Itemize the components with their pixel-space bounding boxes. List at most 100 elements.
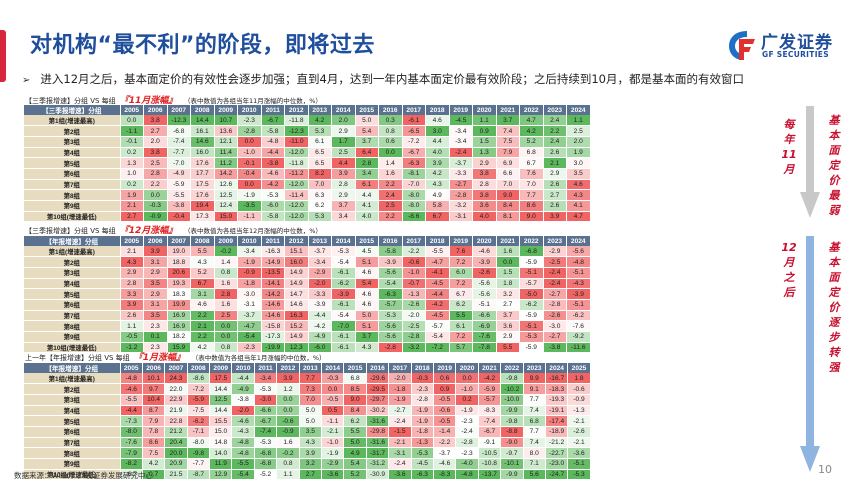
heat-cell: 4.9: [425, 189, 450, 201]
heat-cell: 0.0: [143, 189, 168, 201]
heat-cell: -6.5: [402, 125, 426, 137]
row-label: 第1组(增速最高): [24, 246, 121, 258]
table-header-row: 【三季报增速】分组 2005 2006 2007 2008 2009 2010 2011 201…: [24, 105, 591, 115]
heat-cell: 2.3: [143, 320, 168, 332]
column-header-year: 2024: [566, 236, 591, 246]
heat-cell: 14.9: [284, 331, 309, 343]
heat-cell: -5.8: [378, 246, 403, 258]
column-header-year: 2024: [545, 363, 569, 373]
heat-cell: -3.4: [308, 256, 332, 268]
heat-cell: 3.1: [143, 256, 168, 268]
heat-cell: 3.5: [143, 310, 168, 322]
heat-cell: 0.8: [214, 342, 238, 354]
heat-cell: 4.0: [425, 147, 450, 159]
heat-cell: 14.2: [214, 168, 238, 180]
heat-cell: -1.9: [237, 189, 262, 201]
column-header-year: 2009: [209, 363, 233, 373]
heat-cell: 2.1: [543, 157, 567, 169]
heat-cell: 1.6: [378, 168, 403, 180]
heat-cell: -30.9: [366, 469, 390, 481]
heat-cell: -12.0: [284, 200, 309, 212]
heat-cell: -17.4: [545, 415, 569, 427]
heat-cell: 8.2: [308, 168, 332, 180]
caption-note: （表中数值为各组当年12月涨幅的中位数，%）: [187, 227, 322, 235]
caption-highlight: 『1月涨幅』: [133, 353, 185, 363]
heat-cell: 6.5: [308, 157, 332, 169]
heat-cell: 4.2: [308, 115, 332, 127]
heat-cell: 7.4: [523, 405, 546, 417]
heat-cell: 6.7: [190, 278, 215, 290]
heat-cell: -1.9: [411, 415, 434, 427]
heat-cell: 12.9: [209, 469, 233, 481]
heat-cell: 4.1: [566, 200, 591, 212]
heat-cell: -2.9: [321, 458, 345, 470]
heat-cell: -1.9: [388, 394, 412, 406]
column-header-year: 2021: [478, 363, 502, 373]
annotation-december-main: 基本面定价逐步转强: [828, 241, 840, 374]
table-row: 第2组 -4.6 9.7 22.0 -7.2 14.4 -4.9 -5.3 1.2 7.3 0.0 8…: [24, 383, 591, 395]
heat-cell: -2.9: [543, 246, 567, 258]
heat-cell: 3.7: [355, 331, 379, 343]
heat-cell: 2.2: [378, 179, 403, 191]
heat-cell: 0.8: [276, 458, 300, 470]
column-header-year: 2019: [433, 363, 457, 373]
heat-cell: 2.9: [143, 288, 168, 300]
heat-cell: 1.5: [496, 267, 520, 279]
table-row: 第9组 -8.2 4.2 20.9 -7.7 11.9 -5.5 -6.8 0.8 3.2 -2.9…: [24, 458, 591, 470]
heat-cell: 5.5: [449, 310, 473, 322]
heat-cell: -1.8: [411, 426, 434, 438]
heat-cell: -1.0: [321, 437, 345, 449]
heat-cell: 1.1: [120, 320, 144, 332]
heat-cell: -2.3: [411, 383, 434, 395]
column-header-group: 【三季报增速】分组: [24, 105, 121, 115]
heat-cell: -5.7: [378, 299, 403, 311]
heat-cell: 1.4: [214, 256, 238, 268]
heat-cell: 4.4: [425, 136, 450, 148]
heat-cell: 22.8: [164, 415, 188, 427]
heat-cell: 2.8: [331, 179, 356, 191]
heat-cell: -3.9: [331, 288, 356, 300]
heat-cell: -4.2: [478, 373, 502, 385]
column-header-year: 2006: [143, 236, 168, 246]
heat-cell: -7.0: [167, 157, 191, 169]
heat-cell: 4.2: [425, 168, 450, 180]
heat-cell: -14.6: [261, 299, 285, 311]
heat-cell: 2.7: [299, 469, 323, 481]
heat-cell: -6.8: [254, 447, 278, 459]
heat-cell: -8.2: [120, 458, 143, 470]
heat-cell: 11.2: [214, 157, 238, 169]
caption-prefix: 上一年【年报增速】分组 VS 每组: [25, 354, 130, 362]
heat-cell: -4.8: [455, 469, 479, 481]
heat-cell: -5.4: [331, 256, 356, 268]
table-row: 第8组 1.9 0.0 -5.5 17.6 12.5 -1.9 -5.3 -11.4 6.3 2.9…: [24, 189, 591, 201]
heat-cell: -0.9: [276, 426, 300, 438]
row-label: 第7组: [24, 179, 121, 191]
heat-cell: -9.2: [566, 331, 591, 343]
heat-cell: -1.9: [455, 405, 479, 417]
heat-cell: 5.4: [343, 458, 367, 470]
heat-cell: -19.1: [545, 405, 569, 417]
table-row: 第2组 4.3 3.1 18.8 4.3 1.4 -1.9 -14.9 16.0 -3.4 -5.4…: [24, 256, 591, 268]
column-header-year: 2011: [254, 363, 278, 373]
heat-cell: -3.2: [449, 200, 473, 212]
heat-cell: -29.6: [366, 373, 390, 385]
heat-cell: -5.1: [566, 267, 591, 279]
heat-cell: -0.9: [143, 211, 168, 223]
heat-cell: 2.4: [378, 189, 403, 201]
heat-cell: -6.2: [566, 310, 591, 322]
heat-cell: -7.5: [187, 405, 211, 417]
heat-cell: -6.3: [411, 469, 434, 481]
heat-cell: -3.1: [237, 299, 262, 311]
heat-cell: 6.8: [519, 147, 544, 159]
heat-cell: 6.6: [496, 168, 520, 180]
heat-cell: 14.4: [209, 383, 233, 395]
heat-cell: -3.8: [261, 157, 285, 169]
heat-cell: -8.7: [187, 469, 211, 481]
column-header-year: 2011: [261, 236, 285, 246]
heat-cell: -5.5: [167, 189, 191, 201]
heat-cell: -1.0: [402, 267, 426, 279]
heat-cell: -5.5: [231, 458, 255, 470]
column-header-year: 2023: [523, 363, 546, 373]
heat-cell: -2.3: [237, 115, 262, 127]
table-3-caption: 上一年【年报增速】分组 VS 每组 『1月涨幅』 （表中数值为各组当年1月涨幅的中位…: [25, 350, 326, 363]
